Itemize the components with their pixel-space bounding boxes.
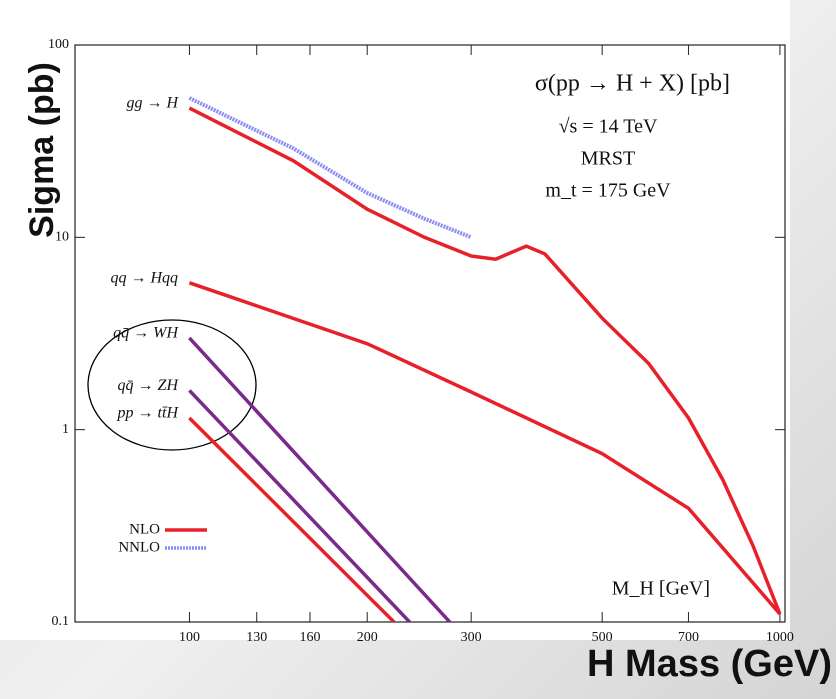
x-axis-label: H Mass (GeV) (587, 643, 832, 685)
x-tick-label: 300 (461, 630, 482, 645)
series-line (188, 106, 782, 615)
highlight-ellipse (87, 319, 257, 451)
x-tick-label: 100 (179, 630, 200, 645)
plot-frame (74, 44, 786, 623)
annotation: M_H [GeV] (612, 578, 710, 600)
series-line (188, 389, 411, 622)
y-axis-label: Sigma (pb) (23, 62, 61, 238)
curve-label: pp → tt̄H (117, 405, 180, 422)
curve-label: qq → Hqq (110, 270, 178, 287)
plot-background (0, 0, 790, 640)
series-line (188, 336, 452, 622)
x-tick-label: 160 (299, 630, 320, 645)
curve-label: gg → H (126, 95, 179, 112)
y-tick-label: 1 (62, 422, 69, 437)
legend-label: NLO (129, 521, 160, 537)
annotation: m_t = 175 GeV (545, 180, 671, 202)
series-line (188, 281, 782, 616)
annotation: MRST (581, 148, 635, 170)
curve-label: qq̄ → WH (113, 325, 179, 342)
y-tick-label: 10 (55, 230, 69, 245)
x-tick-label: 1000 (766, 630, 794, 645)
y-tick-label: 0.1 (52, 614, 70, 629)
x-tick-label: 700 (678, 630, 699, 645)
x-tick-label: 200 (357, 630, 378, 645)
legend-label: NNLO (118, 539, 160, 555)
annotation: √s = 14 TeV (559, 116, 658, 138)
series-line (188, 96, 472, 240)
series-line (188, 416, 396, 622)
x-tick-label: 130 (246, 630, 267, 645)
chart-title: σ(pp → H + X) [pb] (535, 71, 730, 97)
y-tick-label: 100 (48, 37, 69, 52)
curve-label: qq̄ → ZH (118, 377, 180, 394)
x-tick-label: 500 (592, 630, 613, 645)
